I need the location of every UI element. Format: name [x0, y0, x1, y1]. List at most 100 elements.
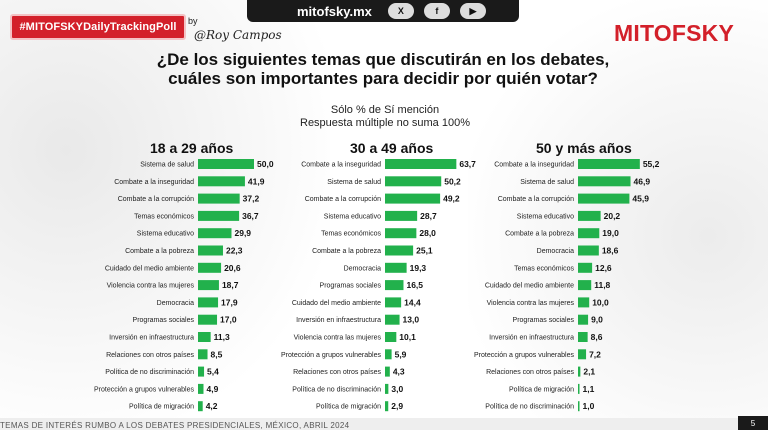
bar — [385, 383, 389, 394]
group-title-30-49: 30 a 49 años — [350, 140, 434, 156]
category-label: Democracia — [344, 265, 381, 272]
bar — [578, 228, 600, 239]
top-site-bar: mitofsky.mx X f ▶ — [247, 0, 519, 22]
category-label: Combate a la inseguridad — [301, 162, 381, 169]
category-label: Combate a la inseguridad — [494, 162, 574, 169]
category-label: Violencia contra las mujeres — [294, 335, 382, 342]
poll-hashtag-badge: #MITOFSKYDailyTrackingPoll — [10, 14, 186, 40]
category-label: Democracia — [157, 300, 194, 307]
category-label: Combate a la pobreza — [125, 248, 194, 255]
bar — [198, 297, 219, 308]
bar — [385, 193, 441, 204]
bar — [385, 366, 390, 377]
bar — [198, 245, 223, 256]
by-label: by — [188, 16, 198, 26]
value-label: 28,7 — [420, 211, 437, 221]
value-label: 2,9 — [391, 401, 403, 411]
bar — [578, 314, 589, 325]
group-title-18-29: 18 a 29 años — [150, 140, 234, 156]
category-label: Combate a la pobreza — [312, 248, 381, 255]
value-label: 10,1 — [399, 332, 416, 342]
value-label: 12,6 — [595, 263, 612, 273]
category-label: Violencia contra las mujeres — [107, 283, 195, 290]
category-label: Programas sociales — [513, 317, 575, 324]
category-label: Programas sociales — [133, 317, 195, 324]
category-label: Temas económicos — [321, 231, 381, 238]
value-label: 18,7 — [222, 280, 239, 290]
bar — [385, 332, 397, 342]
value-label: 13,0 — [403, 315, 420, 325]
category-label: Cuidado del medio ambiente — [292, 300, 381, 307]
bar — [198, 349, 208, 360]
bar — [578, 383, 580, 394]
value-label: 16,5 — [406, 280, 423, 290]
category-label: Violencia contra las mujeres — [487, 300, 575, 307]
category-label: Inversión en infraestructura — [296, 317, 381, 324]
category-label: Política de migración — [316, 404, 381, 411]
bar — [198, 401, 203, 412]
bar — [578, 401, 580, 412]
value-label: 8,6 — [591, 332, 603, 342]
bar — [198, 193, 240, 204]
bar — [385, 314, 400, 325]
bar — [578, 245, 599, 256]
value-label: 37,2 — [243, 194, 260, 204]
value-label: 55,2 — [643, 159, 660, 169]
bar — [198, 383, 204, 394]
category-label: Inversión en infraestructura — [489, 335, 574, 342]
category-label: Relaciones con otros países — [106, 352, 194, 359]
subtitle-line-1: Sólo % de Sí mención — [330, 104, 440, 116]
bar — [385, 349, 392, 360]
value-label: 11,3 — [214, 332, 230, 342]
category-label: Política de migración — [509, 386, 574, 393]
category-label: Combate a la corrupción — [118, 196, 194, 203]
category-label: Protección a grupos vulnerables — [94, 386, 195, 393]
category-label: Cuidado del medio ambiente — [105, 265, 194, 272]
author-signature: @Roy Campos — [194, 28, 282, 42]
category-label: Relaciones con otros países — [293, 369, 381, 376]
category-label: Combate a la pobreza — [505, 231, 574, 238]
category-label: Protección a grupos vulnerables — [474, 352, 575, 359]
value-label: 19,3 — [410, 263, 427, 273]
value-label: 46,9 — [634, 176, 651, 186]
category-label: Sistema de salud — [520, 179, 574, 186]
category-label: Relaciones con otros países — [486, 369, 574, 376]
bar — [578, 332, 588, 342]
category-label: Sistema de salud — [140, 162, 194, 169]
bar — [578, 262, 593, 273]
bar — [385, 210, 418, 221]
youtube-icon[interactable]: ▶ — [459, 3, 486, 19]
bar — [578, 297, 590, 308]
category-label: Política de no discriminación — [485, 404, 574, 411]
bar — [385, 401, 389, 412]
category-label: Combate a la corrupción — [305, 196, 381, 203]
bar — [198, 280, 219, 291]
bar — [198, 159, 254, 169]
category-label: Sistema educativo — [517, 213, 574, 220]
subtitle: Sólo % de Sí mención Respuesta múltiple … — [230, 104, 540, 130]
bar — [198, 210, 240, 221]
bar — [578, 176, 631, 187]
facebook-icon[interactable]: f — [423, 3, 450, 19]
value-label: 10,0 — [592, 297, 609, 307]
bar — [385, 245, 414, 256]
bar — [578, 280, 592, 291]
site-url-link[interactable]: mitofsky.mx — [297, 3, 372, 19]
value-label: 5,9 — [395, 349, 407, 359]
value-label: 36,7 — [242, 211, 259, 221]
value-label: 1,1 — [583, 384, 595, 394]
background-left — [0, 0, 330, 430]
category-label: Temas económicos — [514, 265, 574, 272]
value-label: 19,0 — [602, 228, 619, 238]
background-right — [468, 0, 768, 430]
page-title: ¿De los siguientes temas que discutirán … — [156, 50, 610, 88]
footer-text: TEMAS DE INTERÉS RUMBO A LOS DEBATES PRE… — [0, 421, 350, 430]
value-label: 29,9 — [234, 228, 251, 238]
x-icon[interactable]: X — [387, 3, 414, 19]
value-label: 50,0 — [257, 159, 274, 169]
bar — [198, 262, 222, 273]
category-label: Combate a la inseguridad — [114, 179, 194, 186]
category-label: Cuidado del medio ambiente — [485, 283, 574, 290]
value-label: 4,3 — [393, 367, 405, 377]
